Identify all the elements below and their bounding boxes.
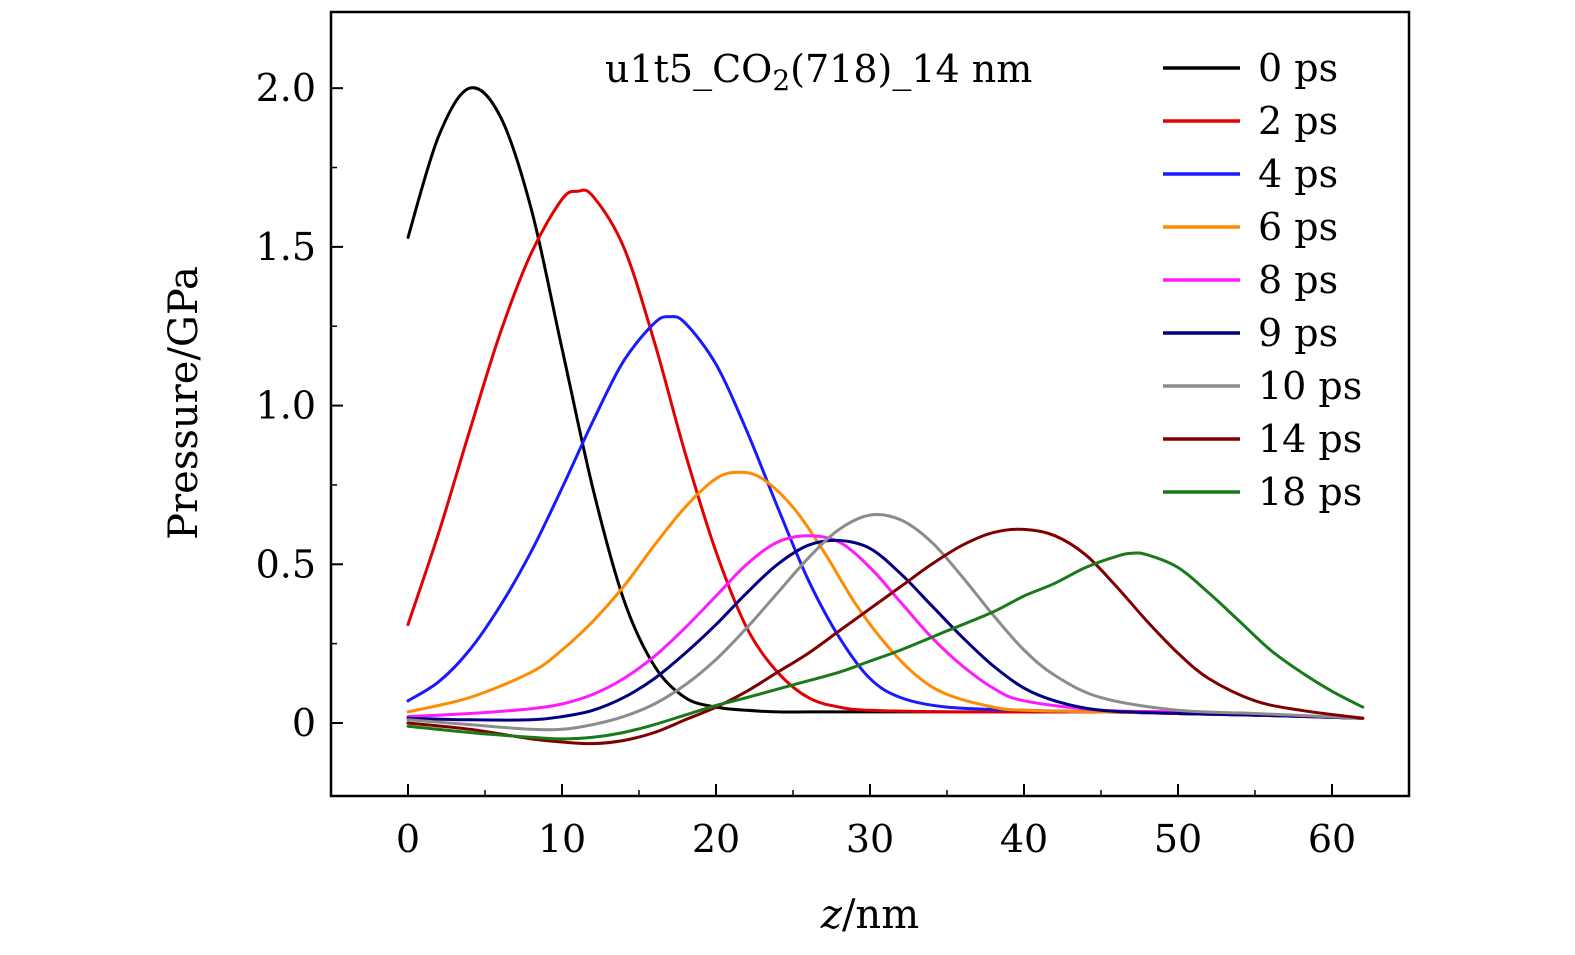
series-line-7 [406,527,1365,746]
x-tick-label: 50 [1154,817,1202,861]
x-tick-label: 40 [1000,817,1048,861]
x-tick-label: 20 [692,817,740,861]
y-tick-label: 1.0 [256,384,316,428]
x-axis-title: z/nm [820,892,919,938]
legend-label: 0 ps [1258,46,1338,90]
legend-label: 18 ps [1258,470,1362,514]
series-line-5 [406,538,1365,722]
legend: 0 ps 2 ps 4 ps 6 ps 8 ps 9 ps 10 ps 14 ps 18 ps [1163,46,1362,514]
y-tick-label: 0 [292,701,316,745]
legend-label: 14 ps [1258,417,1362,461]
series-line-1 [406,188,1365,720]
legend-label: 8 ps [1258,258,1338,302]
x-tick-label: 10 [538,817,586,861]
chart-annotation: u1t5_CO2(718)_14 nm [605,47,1032,97]
legend-label: 6 ps [1258,205,1338,249]
series-lines [406,86,1365,746]
legend-label: 10 ps [1258,364,1362,408]
y-tick-label: 1.5 [256,225,316,269]
y-axis-title: Pressure/GPa [161,266,207,540]
series-line-6 [406,513,1365,732]
series-line-0 [406,86,1365,720]
y-tick-label: 2.0 [256,66,316,110]
x-tick-label: 30 [846,817,894,861]
legend-label: 4 ps [1258,152,1338,196]
y-tick-label: 0.5 [256,542,316,586]
series-line-3 [406,470,1365,720]
legend-label: 2 ps [1258,99,1338,143]
series-line-8 [406,551,1365,741]
axis-ticks: 0 10 20 30 40 50 60 0 0.5 1.0 1.5 2.0 [256,66,1410,861]
legend-label: 9 ps [1258,311,1338,355]
x-tick-label: 60 [1308,817,1356,861]
x-tick-label: 0 [396,817,420,861]
